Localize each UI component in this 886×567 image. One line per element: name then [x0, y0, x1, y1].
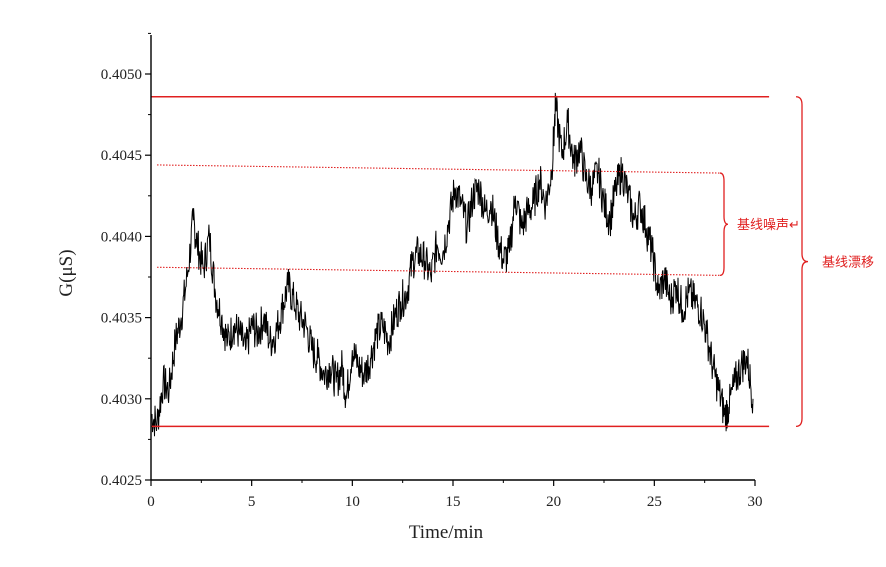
y-ticks: 0.4025 0.4030 0.4035 0.4040 0.4045 0.4050: [101, 32, 151, 489]
noise-label: 基线噪声↵: [737, 218, 800, 233]
x-tick-label: 20: [546, 494, 561, 510]
noise-upper-line: [157, 164, 721, 174]
y-axis-title: G(μS): [56, 249, 77, 296]
y-tick-label: 0.4045: [101, 148, 142, 164]
reference-lines: [151, 95, 770, 428]
x-axis-title: Time/min: [409, 522, 484, 543]
annotations: 基线噪声↵ 基线漂移: [719, 96, 874, 428]
drift-label: 基线漂移: [822, 255, 874, 271]
axes: 0.4025 0.4030 0.4035 0.4040 0.4045 0.4050 0 5 1…: [101, 32, 763, 510]
x-tick-label: 25: [647, 494, 662, 510]
x-tick-label: 10: [345, 494, 360, 510]
x-tick-label: 15: [446, 494, 461, 510]
x-ticks: 0 5 10 15 20 25 30: [147, 480, 763, 510]
series-line: [150, 92, 754, 437]
y-tick-label: 0.4040: [101, 229, 142, 245]
x-tick-label: 30: [748, 494, 763, 510]
plot-area: [150, 92, 754, 437]
y-tick-label: 0.4025: [101, 473, 142, 489]
x-tick-label: 5: [248, 494, 256, 510]
noise-brace: [719, 172, 729, 277]
y-tick-label: 0.4050: [101, 67, 142, 83]
noise-lower-line: [157, 266, 721, 276]
x-tick-label: 0: [147, 494, 155, 510]
drift-brace: [795, 96, 809, 428]
y-tick-label: 0.4035: [101, 311, 142, 327]
y-tick-label: 0.4030: [101, 392, 142, 408]
